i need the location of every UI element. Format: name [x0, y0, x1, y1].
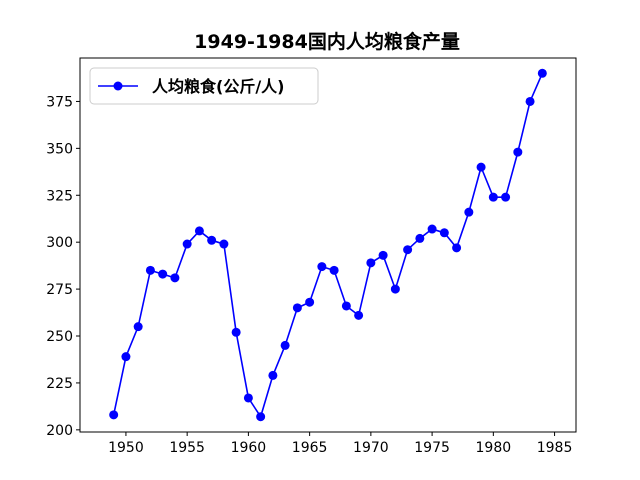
legend: 人均粮食(公斤/人) [89, 67, 319, 105]
data-point [329, 265, 339, 275]
data-point [145, 265, 155, 275]
data-point [488, 192, 498, 202]
plot-area [109, 68, 547, 422]
legend-box [89, 67, 319, 105]
axes-frame [79, 57, 577, 433]
data-point [243, 393, 253, 403]
y-tick-label: 250 [46, 329, 73, 345]
data-point [537, 68, 547, 78]
data-point [452, 243, 462, 253]
data-point [133, 322, 143, 332]
y-tick-label: 375 [46, 94, 73, 110]
y-tick-label: 350 [46, 141, 73, 157]
data-point [182, 239, 192, 249]
data-point [109, 410, 119, 420]
data-point [268, 370, 278, 380]
data-point [158, 269, 168, 279]
data-point [366, 258, 376, 268]
series-line [112, 72, 544, 418]
chart-title: 1949-1984国内人均粮食产量 [194, 30, 460, 53]
data-point [280, 340, 290, 350]
x-tick-label: 1970 [353, 440, 389, 456]
data-point [354, 310, 364, 320]
y-tick-label: 275 [46, 282, 73, 298]
data-point [476, 162, 486, 172]
data-point [170, 273, 180, 283]
data-point [207, 235, 217, 245]
data-point [121, 352, 131, 362]
x-tick-label: 1965 [292, 440, 328, 456]
x-tick-label: 1980 [476, 440, 512, 456]
data-point [403, 245, 413, 255]
legend-marker-swatch [113, 81, 123, 91]
x-tick-label: 1960 [231, 440, 267, 456]
legend-label: 人均粮食(公斤/人) [152, 77, 284, 96]
x-tick-label: 1975 [414, 440, 450, 456]
data-point [256, 412, 266, 422]
x-tick-label: 1985 [537, 440, 573, 456]
data-point [525, 96, 535, 106]
y-tick-label: 225 [46, 376, 73, 392]
axes: 1950 1955 1960 1965 1970 1975 1980 1985 200 225 25… [46, 57, 577, 456]
data-point [305, 297, 315, 307]
data-point [194, 226, 204, 236]
x-tick-label: 1955 [169, 440, 205, 456]
data-point [439, 228, 449, 238]
data-point [341, 301, 351, 311]
data-point [415, 233, 425, 243]
data-point [219, 239, 229, 249]
data-point [464, 207, 474, 217]
y-tick-label: 200 [46, 423, 73, 439]
data-point [378, 250, 388, 260]
data-point [317, 262, 327, 272]
data-point [513, 147, 523, 157]
x-tick-label: 1950 [108, 440, 144, 456]
data-point [292, 303, 302, 313]
data-point [427, 224, 437, 234]
data-point [231, 327, 241, 337]
data-point [501, 192, 511, 202]
y-tick-label: 300 [46, 235, 73, 251]
data-point [390, 284, 400, 294]
y-tick-label: 325 [46, 188, 73, 204]
